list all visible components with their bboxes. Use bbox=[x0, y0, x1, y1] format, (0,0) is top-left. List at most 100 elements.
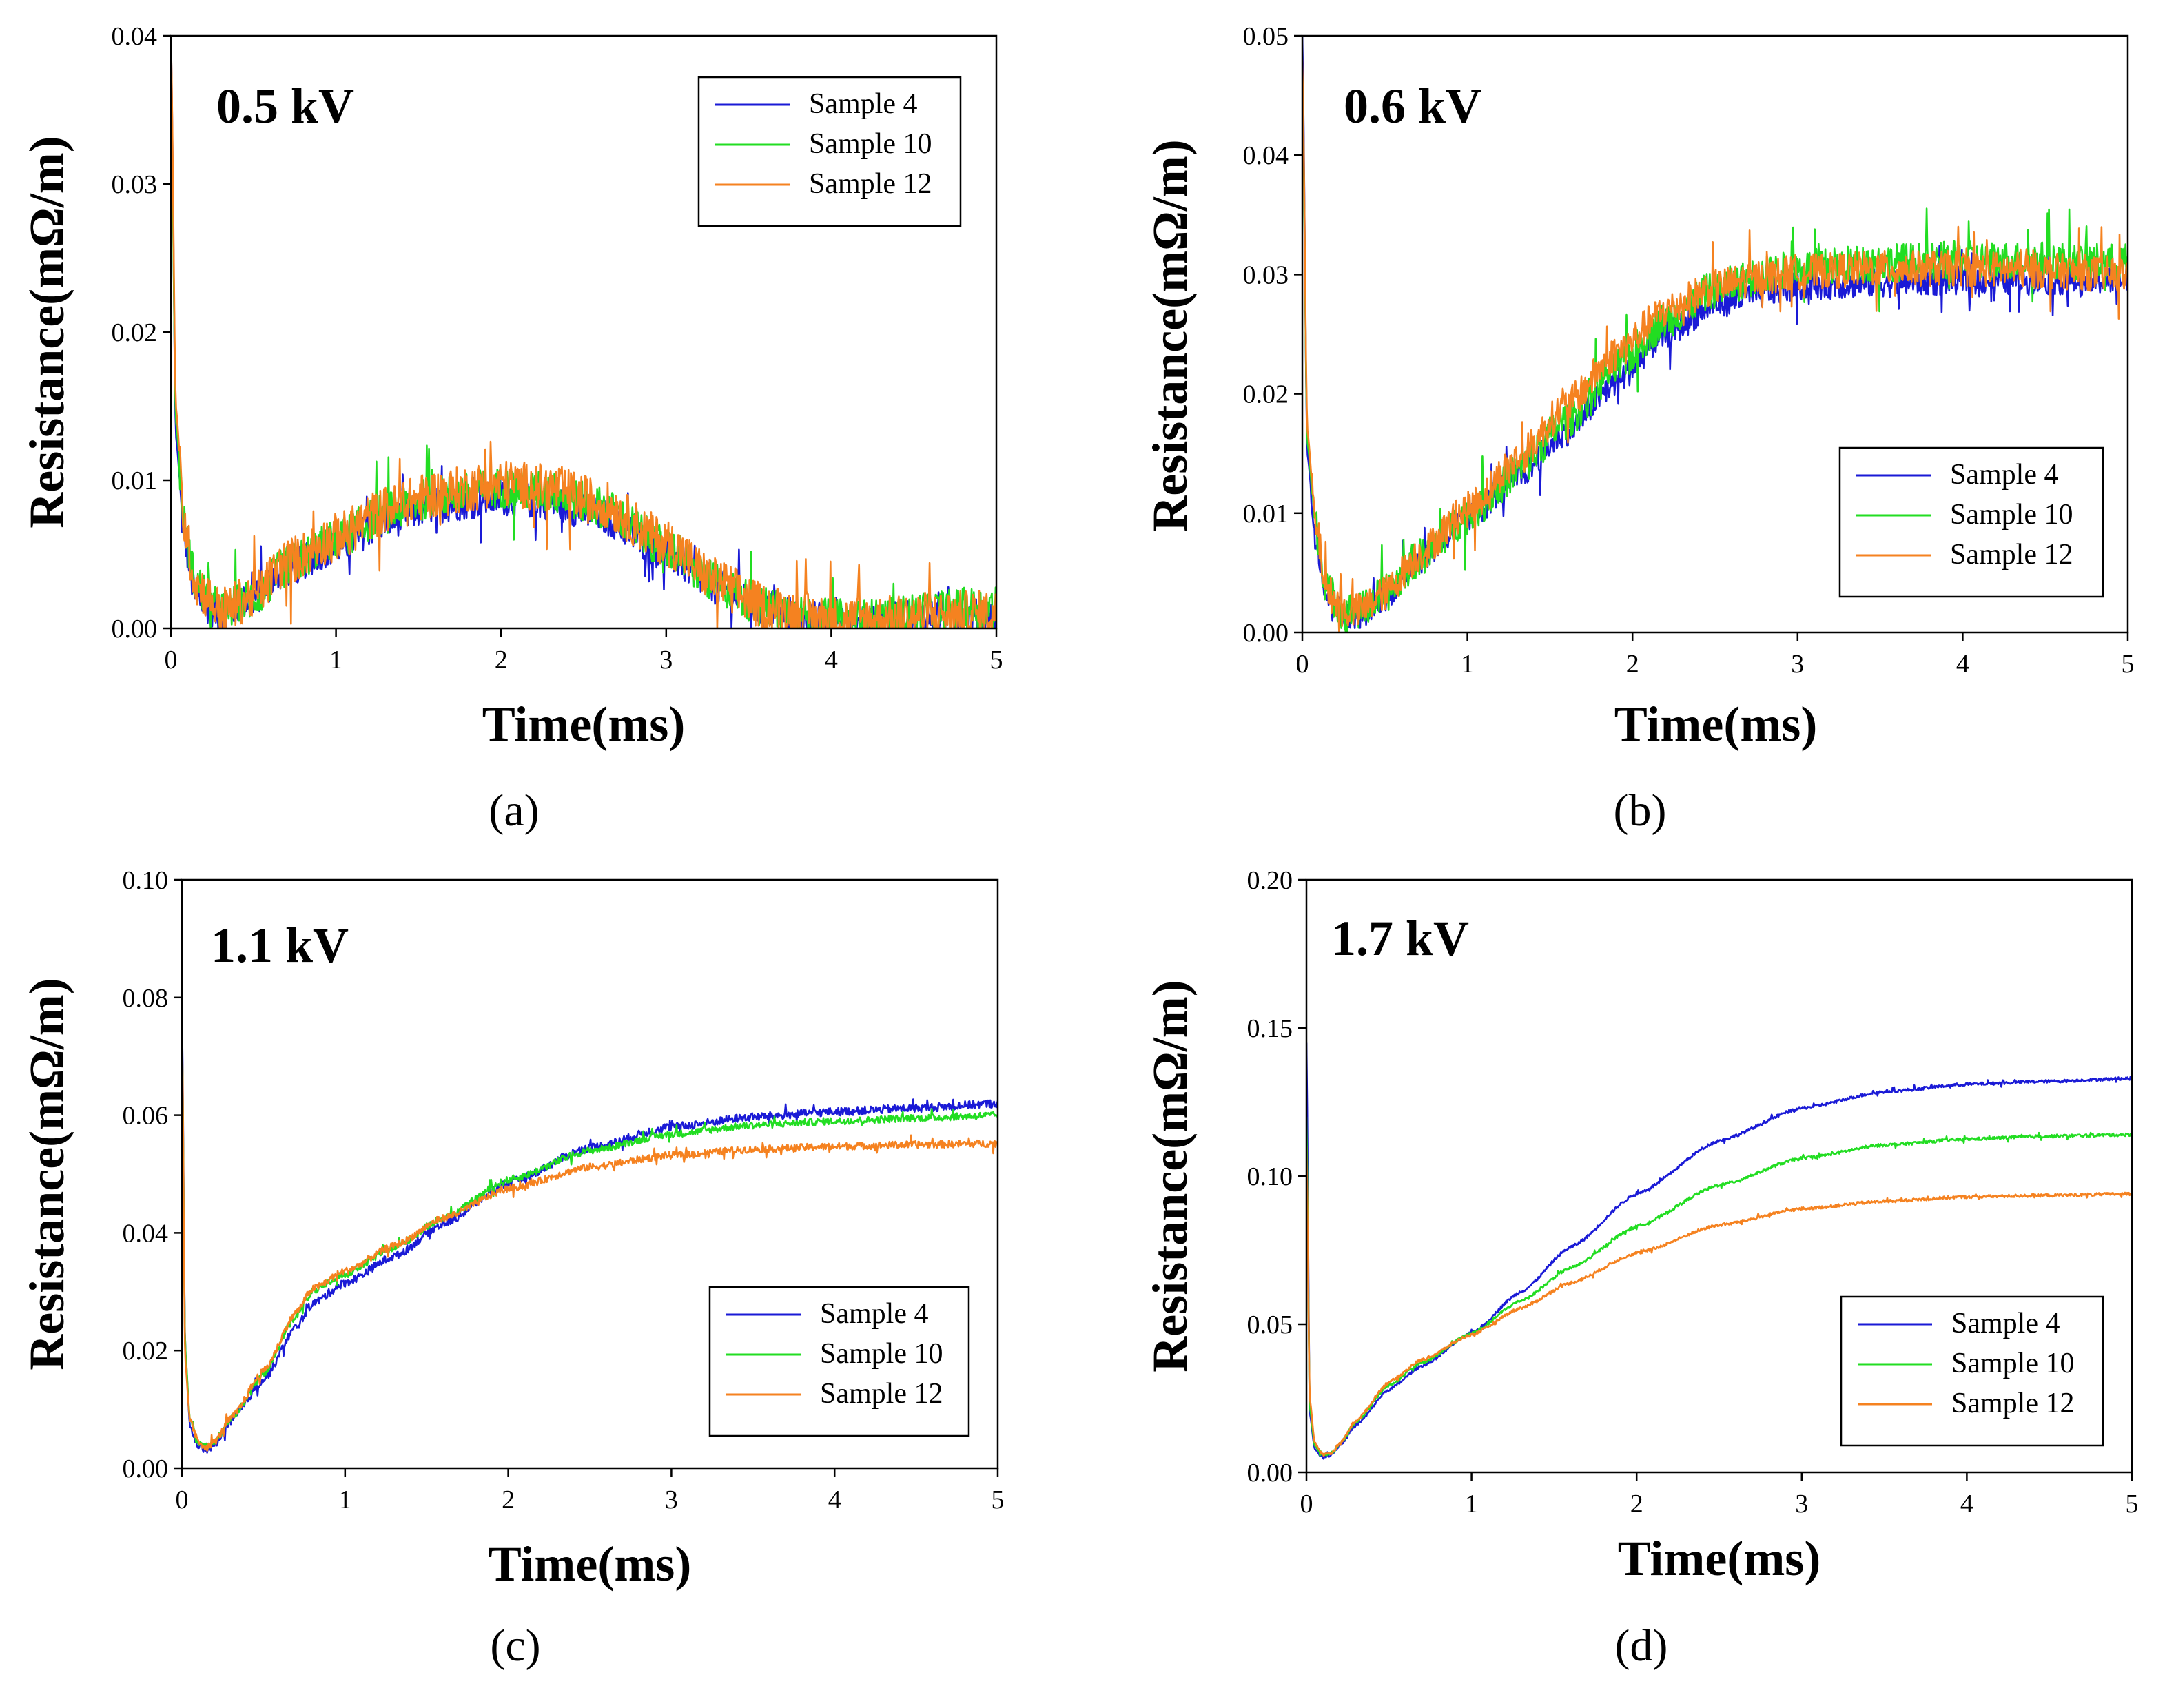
legend-entry: Sample 10 bbox=[820, 1338, 943, 1370]
y-axis-title: Resistance(mΩ/m) bbox=[19, 136, 74, 528]
y-tick-label: 0.04 bbox=[112, 22, 158, 51]
legend: Sample 4 Sample 10 Sample 12 bbox=[708, 1286, 970, 1437]
series-line-sample-10 bbox=[1306, 1116, 2132, 1457]
x-tick-label: 5 bbox=[2126, 1490, 2139, 1519]
legend-entry: Sample 4 bbox=[1950, 459, 2058, 491]
legend-entry: Sample 4 bbox=[809, 88, 917, 120]
series-group bbox=[1302, 36, 2128, 632]
legend-entry: Sample 10 bbox=[1951, 1348, 2074, 1379]
series-line-sample-12 bbox=[182, 1020, 998, 1452]
legend-entry: Sample 12 bbox=[820, 1378, 943, 1410]
series-group bbox=[171, 36, 996, 628]
voltage-annotation: 1.7 kV bbox=[1331, 911, 1469, 966]
y-tick-label: 0.02 bbox=[112, 318, 158, 347]
x-tick-label: 3 bbox=[665, 1485, 678, 1514]
x-axis-title: Time(ms) bbox=[1618, 1531, 1821, 1586]
y-tick-label: 0.00 bbox=[1243, 619, 1289, 648]
x-tick-label: 3 bbox=[659, 646, 673, 675]
legend-box bbox=[697, 76, 962, 227]
legend-entry: Sample 10 bbox=[1950, 499, 2073, 531]
y-tick-label: 0.00 bbox=[123, 1454, 169, 1483]
chart-panel-d: 0 1 2 3 4 5 0.00 0.05 0.10 0.15 0.20 Time(ms) Resist… bbox=[1142, 866, 2139, 1671]
legend-box bbox=[1840, 1295, 2104, 1447]
y-tick-label: 0.20 bbox=[1247, 866, 1293, 895]
legend-entry: Sample 4 bbox=[1951, 1308, 2060, 1339]
x-tick-label: 0 bbox=[176, 1485, 189, 1514]
y-tick-label: 0.02 bbox=[1243, 380, 1289, 409]
y-tick-label: 0.02 bbox=[123, 1337, 169, 1366]
x-tick-label: 0 bbox=[165, 646, 178, 675]
y-tick-label: 0.04 bbox=[1243, 141, 1289, 170]
x-tick-label: 5 bbox=[2122, 650, 2135, 679]
voltage-annotation: 0.5 kV bbox=[216, 79, 354, 134]
series-line-sample-4 bbox=[1306, 1042, 2132, 1460]
x-tick-label: 1 bbox=[1461, 650, 1474, 679]
legend: Sample 4 Sample 10 Sample 12 bbox=[1840, 1295, 2104, 1447]
legend-entry: Sample 12 bbox=[809, 168, 932, 200]
x-tick-label: 1 bbox=[1465, 1490, 1478, 1519]
y-axis-title: Resistance(mΩ/m) bbox=[1142, 139, 1198, 532]
x-tick-label: 3 bbox=[1795, 1490, 1808, 1519]
x-tick-label: 0 bbox=[1296, 650, 1309, 679]
legend-entry: Sample 12 bbox=[1951, 1388, 2074, 1419]
x-tick-label: 2 bbox=[502, 1485, 515, 1514]
x-tick-label: 2 bbox=[1626, 650, 1639, 679]
x-tick-label: 2 bbox=[495, 646, 508, 675]
y-axis-title: Resistance(mΩ/m) bbox=[19, 978, 74, 1370]
legend-entry: Sample 10 bbox=[809, 128, 932, 160]
legend: Sample 4 Sample 10 Sample 12 bbox=[697, 76, 962, 227]
x-tick-label: 3 bbox=[1791, 650, 1804, 679]
series-line-sample-12 bbox=[171, 36, 996, 628]
y-tick-label: 0.06 bbox=[123, 1102, 169, 1131]
x-tick-label: 5 bbox=[992, 1485, 1005, 1514]
x-tick-label: 4 bbox=[828, 1485, 841, 1514]
y-tick-label: 0.00 bbox=[1247, 1459, 1293, 1488]
voltage-annotation: 0.6 kV bbox=[1344, 79, 1481, 134]
legend: Sample 4 Sample 10 Sample 12 bbox=[1838, 446, 2104, 598]
y-tick-label: 0.03 bbox=[1243, 260, 1289, 289]
y-axis-title: Resistance(mΩ/m) bbox=[1142, 980, 1198, 1372]
plot-frame bbox=[1301, 34, 2129, 634]
series-line-sample-10 bbox=[182, 1027, 998, 1449]
y-tick-label: 0.15 bbox=[1247, 1014, 1293, 1043]
x-tick-label: 2 bbox=[1630, 1490, 1643, 1519]
y-tick-label: 0.08 bbox=[123, 984, 169, 1013]
panel-label: (c) bbox=[490, 1620, 540, 1671]
x-tick-label: 0 bbox=[1300, 1490, 1313, 1519]
legend-box bbox=[1838, 446, 2104, 598]
y-tick-label: 0.05 bbox=[1247, 1310, 1293, 1339]
y-tick-label: 0.00 bbox=[112, 615, 158, 644]
panel-label: (b) bbox=[1614, 785, 1667, 836]
panel-label: (d) bbox=[1615, 1620, 1668, 1671]
series-group bbox=[1306, 1042, 2132, 1460]
voltage-annotation: 1.1 kV bbox=[211, 918, 349, 973]
chart-panel-a: 0 1 2 3 4 5 0.00 0.01 0.02 0.03 0.04 Time(ms) Resist… bbox=[19, 22, 1003, 836]
x-axis-title: Time(ms) bbox=[489, 1536, 692, 1592]
x-tick-label: 5 bbox=[990, 646, 1003, 675]
legend-entry: Sample 12 bbox=[1950, 539, 2073, 570]
y-tick-label: 0.05 bbox=[1243, 22, 1289, 51]
series-line-sample-4 bbox=[182, 1009, 998, 1454]
x-tick-label: 1 bbox=[338, 1485, 351, 1514]
series-line-sample-12 bbox=[1306, 1146, 2132, 1457]
series-line-sample-12 bbox=[1302, 59, 2128, 632]
legend-box bbox=[708, 1286, 970, 1437]
chart-panel-b: 0 1 2 3 4 5 0.00 0.01 0.02 0.03 0.04 0.05 Time(ms) Re… bbox=[1142, 22, 2135, 836]
series-group bbox=[182, 1009, 998, 1454]
x-tick-label: 1 bbox=[329, 646, 342, 675]
panel-label: (a) bbox=[489, 785, 539, 836]
x-axis-title: Time(ms) bbox=[482, 697, 686, 752]
y-tick-label: 0.01 bbox=[1243, 500, 1289, 528]
legend-entry: Sample 4 bbox=[820, 1298, 928, 1330]
x-tick-label: 4 bbox=[825, 646, 838, 675]
x-tick-label: 4 bbox=[1960, 1490, 1973, 1519]
y-tick-label: 0.03 bbox=[112, 170, 158, 199]
y-tick-label: 0.10 bbox=[1247, 1162, 1293, 1191]
chart-panel-c: 0 1 2 3 4 5 0.00 0.02 0.04 0.06 0.08 0.10 Time(ms) Re… bbox=[19, 866, 1005, 1671]
plot-frame bbox=[181, 878, 999, 1470]
y-tick-label: 0.01 bbox=[112, 466, 158, 495]
y-tick-label: 0.10 bbox=[123, 866, 169, 895]
x-tick-label: 4 bbox=[1956, 650, 1969, 679]
x-axis-title: Time(ms) bbox=[1614, 697, 1818, 752]
